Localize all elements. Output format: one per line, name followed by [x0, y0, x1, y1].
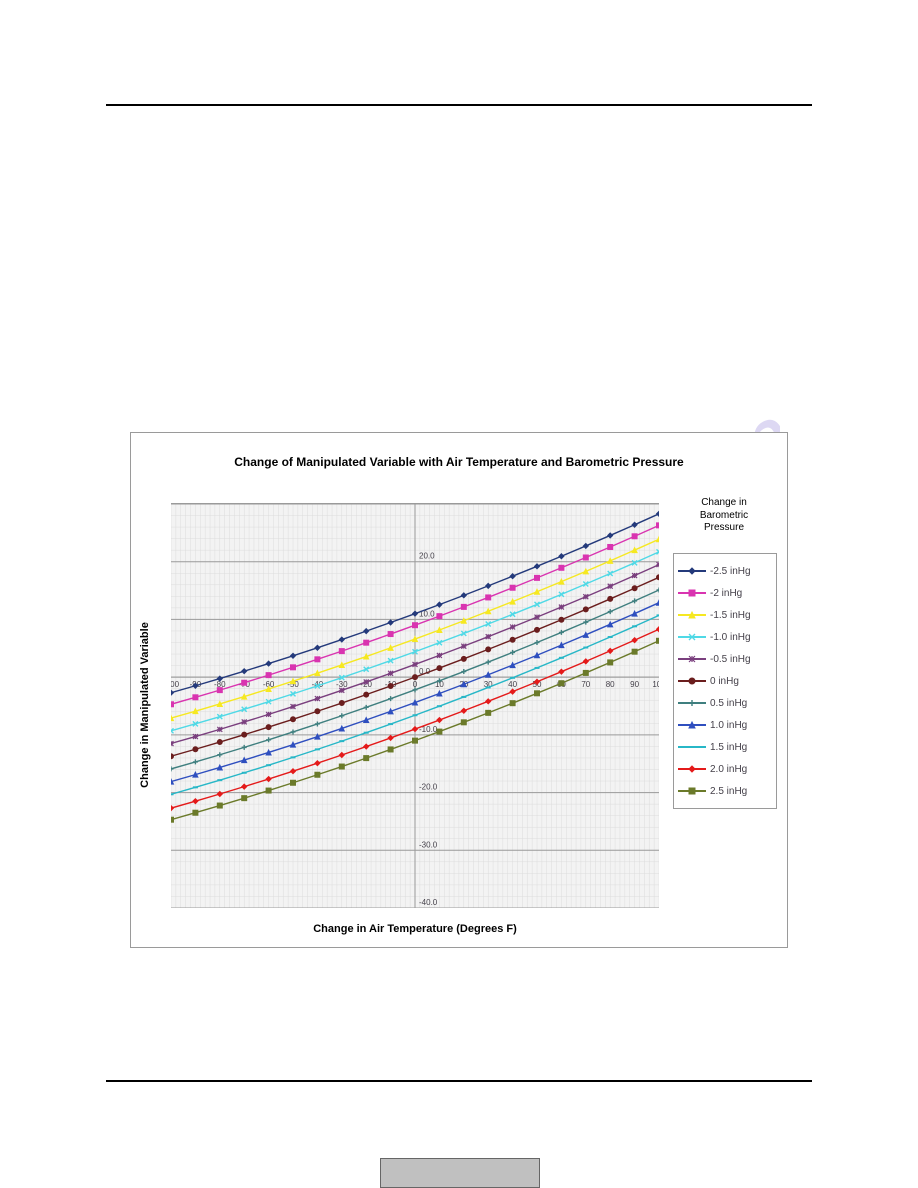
legend-label: -2 inHg: [710, 588, 742, 599]
svg-text:100: 100: [652, 680, 659, 689]
legend-item: 2.5 inHg: [678, 780, 772, 802]
legend-title: Change in Barometric Pressure: [679, 497, 769, 535]
legend-label: 1.5 inHg: [710, 742, 747, 753]
x-axis-label: Change in Air Temperature (Degrees F): [171, 923, 659, 935]
legend-swatch: [678, 630, 706, 644]
legend-item: -1.5 inHg: [678, 604, 772, 626]
legend-item: 0 inHg: [678, 670, 772, 692]
legend-item: -2.5 inHg: [678, 560, 772, 582]
legend-swatch: [678, 652, 706, 666]
svg-text:-100: -100: [171, 680, 180, 689]
legend-item: 1.5 inHg: [678, 736, 772, 758]
legend: -2.5 inHg -2 inHg -1.5 inHg -1.0 inHg -0.5 i…: [673, 553, 777, 809]
bottom-divider: [106, 1080, 812, 1082]
svg-text:-40.0: -40.0: [419, 898, 438, 907]
legend-item: -0.5 inHg: [678, 648, 772, 670]
chart-svg: -100-90-80-70-60-50-40-30-20-10010203040…: [171, 504, 659, 908]
legend-label: 0.5 inHg: [710, 698, 747, 709]
legend-label: 2.5 inHg: [710, 786, 747, 797]
legend-label: -0.5 inHg: [710, 654, 751, 665]
top-divider: [106, 104, 812, 106]
legend-label: 0 inHg: [710, 676, 739, 687]
legend-label: 2.0 inHg: [710, 764, 747, 775]
chart-plot-area: -100-90-80-70-60-50-40-30-20-10010203040…: [171, 503, 659, 908]
legend-swatch: [678, 784, 706, 798]
legend-label: 1.0 inHg: [710, 720, 747, 731]
legend-item: -1.0 inHg: [678, 626, 772, 648]
legend-swatch: [678, 608, 706, 622]
legend-label: -1.0 inHg: [710, 632, 751, 643]
svg-text:-30.0: -30.0: [419, 840, 438, 849]
legend-swatch: [678, 564, 706, 578]
legend-item: 0.5 inHg: [678, 692, 772, 714]
legend-swatch: [678, 586, 706, 600]
legend-swatch: [678, 718, 706, 732]
svg-text:90: 90: [630, 680, 639, 689]
footer-placeholder: [380, 1158, 540, 1188]
legend-item: 2.0 inHg: [678, 758, 772, 780]
svg-text:20.0: 20.0: [419, 552, 435, 561]
legend-swatch: [678, 762, 706, 776]
chart-title: Change of Manipulated Variable with Air …: [131, 455, 787, 469]
document-page: manualchive.com Change of Manipulated Va…: [0, 0, 918, 1188]
svg-text:-20.0: -20.0: [419, 783, 438, 792]
legend-swatch: [678, 740, 706, 754]
chart-container: Change of Manipulated Variable with Air …: [130, 432, 788, 948]
svg-text:70: 70: [581, 680, 590, 689]
y-axis-label: Change in Manipulated Variable: [137, 503, 153, 907]
legend-item: -2 inHg: [678, 582, 772, 604]
svg-text:80: 80: [606, 680, 615, 689]
legend-label: -1.5 inHg: [710, 610, 751, 621]
svg-text:40: 40: [508, 680, 517, 689]
legend-swatch: [678, 696, 706, 710]
legend-swatch: [678, 674, 706, 688]
svg-text:-30: -30: [336, 680, 348, 689]
legend-label: -2.5 inHg: [710, 566, 751, 577]
legend-item: 1.0 inHg: [678, 714, 772, 736]
